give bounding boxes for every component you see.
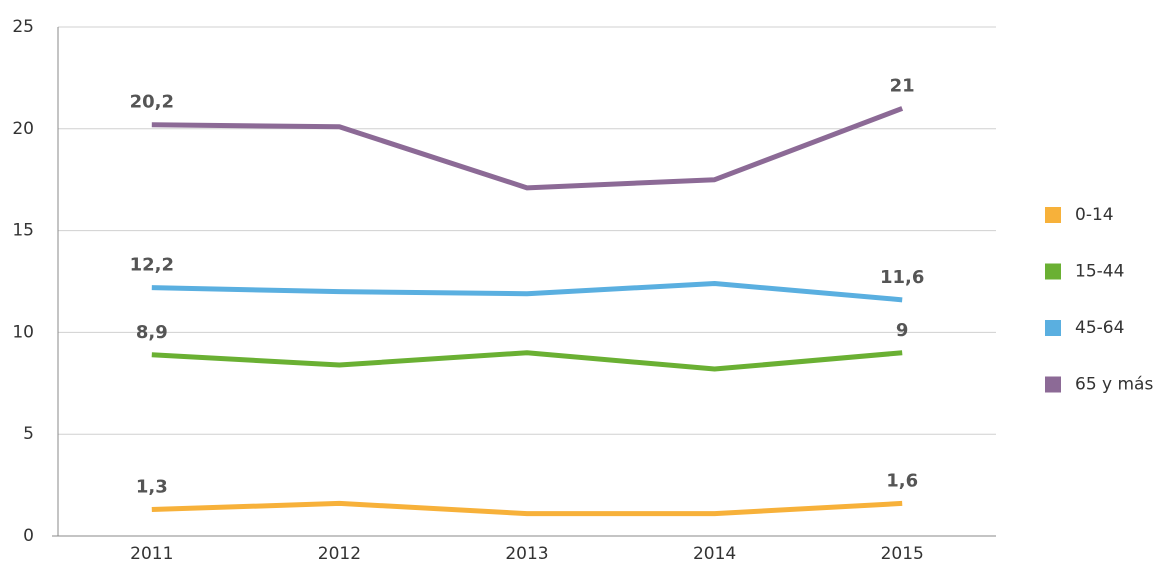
data-label: 12,2 (130, 255, 174, 276)
y-tick-label: 20 (12, 119, 34, 139)
y-tick-label: 10 (12, 322, 34, 342)
series-line (151, 500, 903, 517)
legend-swatch (1045, 320, 1061, 336)
legend-label: 15-44 (1075, 262, 1124, 282)
data-label: 21 (890, 75, 915, 96)
legend-label: 45-64 (1075, 318, 1124, 338)
y-tick-label: 5 (23, 424, 34, 444)
data-label: 20,2 (130, 92, 174, 113)
legend-label: 65 y más (1075, 375, 1153, 395)
x-tick-label: 2012 (318, 544, 361, 564)
series-line (151, 281, 903, 303)
series-line (151, 350, 903, 372)
x-tick-label: 2014 (693, 544, 736, 564)
y-tick-label: 0 (23, 526, 34, 546)
series-line (151, 106, 904, 191)
data-label: 1,3 (136, 477, 168, 498)
x-tick-label: 2011 (130, 544, 173, 564)
y-tick-label: 15 (12, 221, 34, 241)
legend-swatch (1045, 376, 1061, 393)
legend-swatch (1045, 263, 1061, 280)
x-tick-label: 2013 (505, 544, 548, 564)
data-label: 8,9 (136, 322, 168, 343)
y-tick-label: 25 (12, 17, 34, 37)
legend-swatch (1045, 207, 1061, 223)
data-label: 1,6 (886, 470, 918, 491)
legend-label: 0-14 (1075, 205, 1114, 225)
data-label: 11,6 (880, 267, 924, 288)
data-label: 9 (896, 320, 909, 341)
x-tick-label: 2015 (881, 544, 924, 564)
